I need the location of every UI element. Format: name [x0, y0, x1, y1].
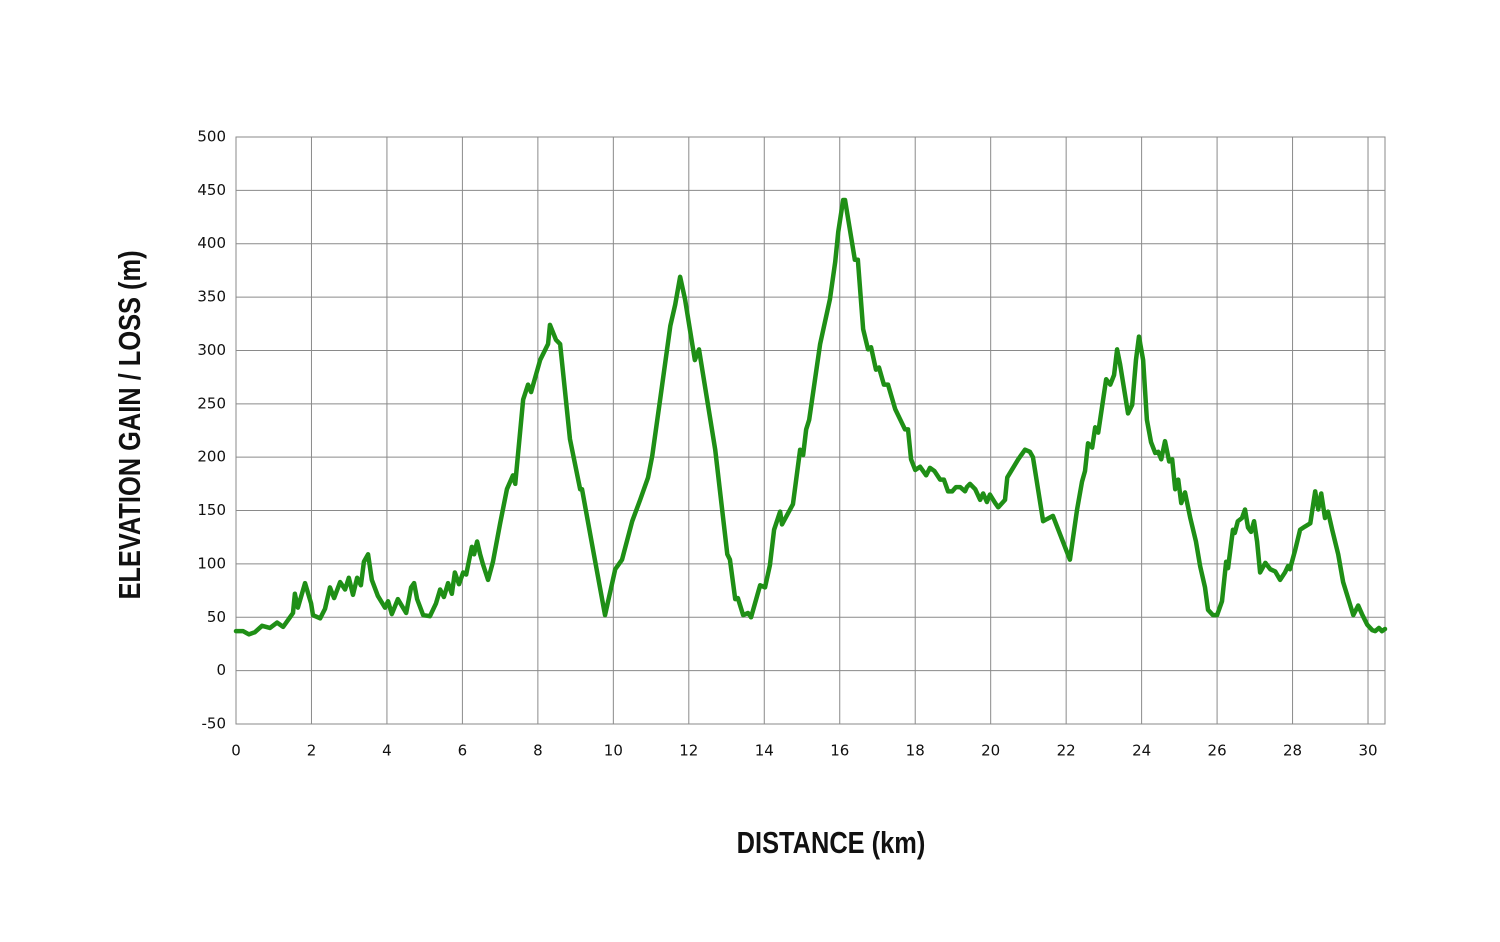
marks: [233, 197, 1388, 637]
y-tick-label: 0: [216, 661, 226, 679]
y-tick-label: 450: [197, 181, 226, 199]
x-tick-label: 0: [231, 742, 241, 760]
y-tick-label: 250: [197, 394, 226, 412]
y-axis-title: ELEVATION GAIN / LOSS (m): [113, 250, 148, 599]
x-tick-label: 2: [307, 742, 317, 760]
x-tick-label: 30: [1358, 742, 1377, 760]
x-tick-label: 10: [604, 742, 623, 760]
grid: [235, 136, 1386, 725]
y-tick-label: 150: [197, 501, 226, 519]
x-tick-label: 22: [1057, 742, 1076, 760]
y-tick-label: 350: [197, 288, 226, 306]
y-tick-label: 500: [197, 128, 226, 146]
x-tick-label: 6: [458, 742, 468, 760]
y-tick-label: 300: [197, 341, 226, 359]
x-axis-title: DISTANCE (km): [737, 826, 926, 861]
x-tick-label: 24: [1132, 742, 1151, 760]
x-tick-label: 20: [981, 742, 1000, 760]
x-tick-label: 18: [906, 742, 925, 760]
x-tick-label: 8: [533, 742, 543, 760]
y-tick-label: -50: [202, 715, 227, 733]
x-tick-label: 12: [679, 742, 698, 760]
y-tick-label: 50: [207, 608, 226, 626]
y-tick-label: 200: [197, 448, 226, 466]
plot-frame: [235, 136, 1386, 725]
x-tick-label: 14: [755, 742, 774, 760]
x-tick-label: 4: [382, 742, 392, 760]
y-tick-label: 100: [197, 554, 226, 572]
x-tick-label: 26: [1208, 742, 1227, 760]
x-tick-label: 16: [830, 742, 849, 760]
x-tick-label: 28: [1283, 742, 1302, 760]
y-tick-label: 400: [197, 234, 226, 252]
elevation-line: [233, 197, 1388, 637]
